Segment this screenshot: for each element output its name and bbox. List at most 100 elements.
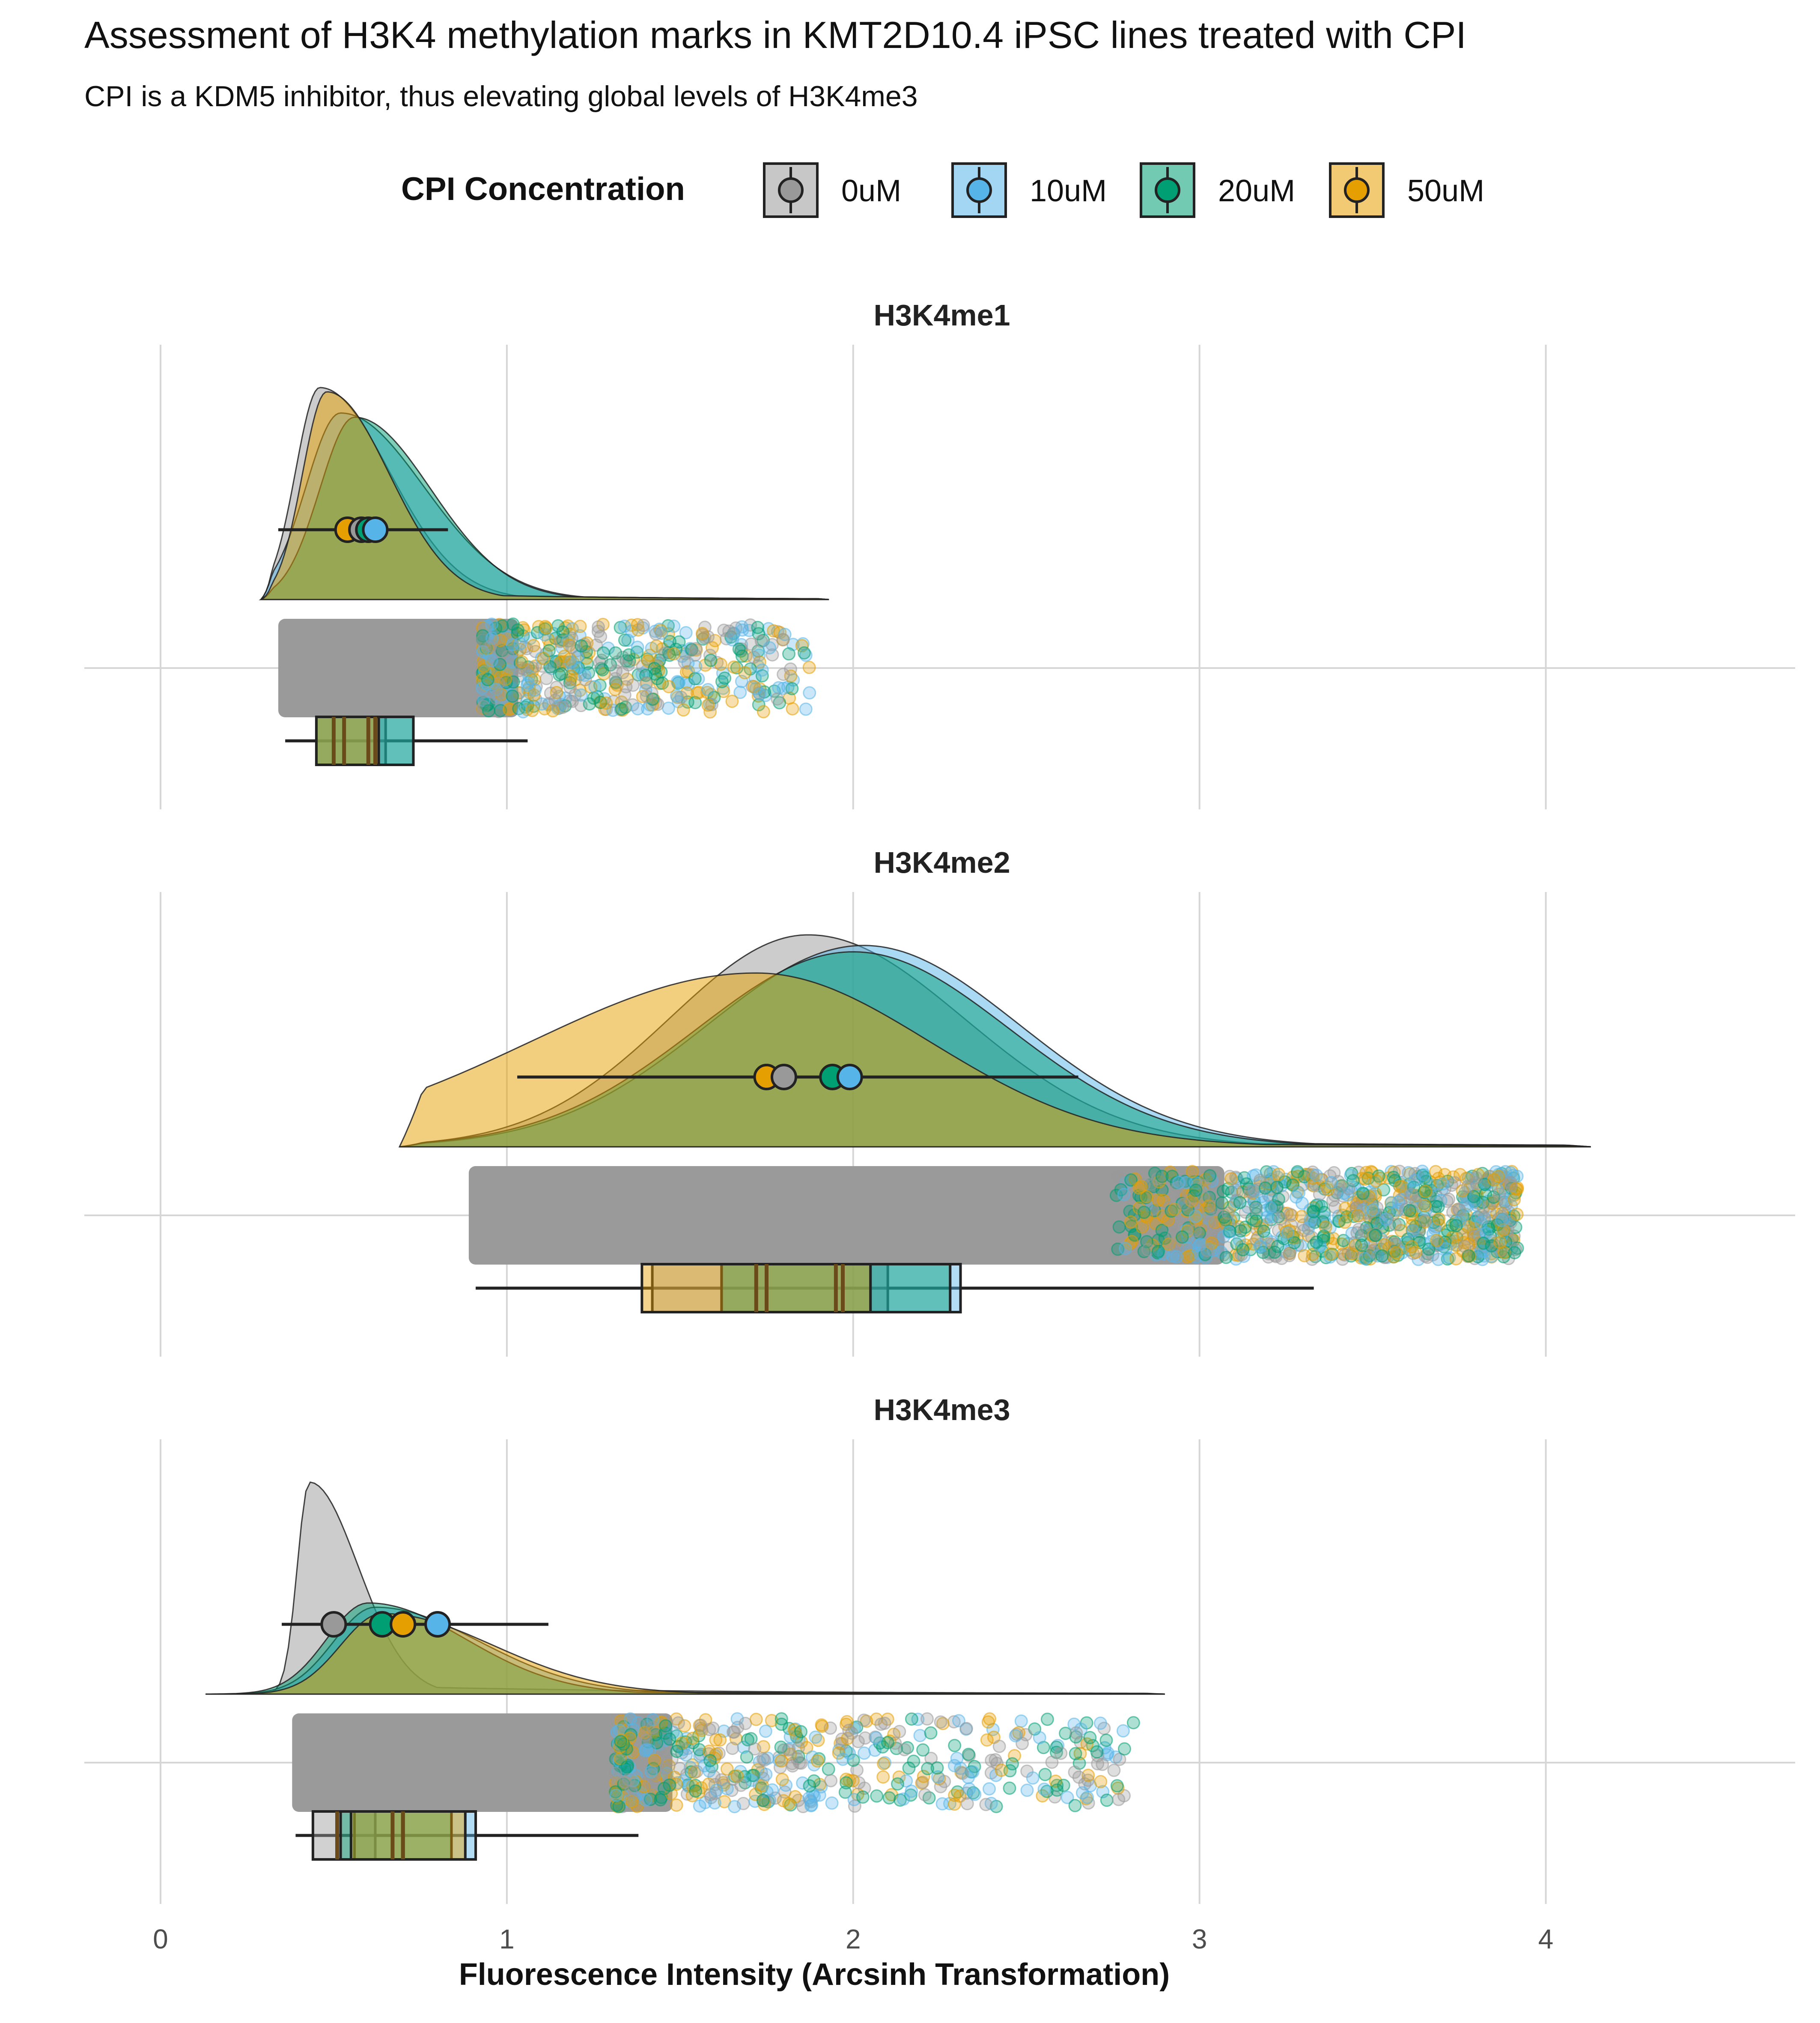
jitter-point <box>1140 1190 1153 1203</box>
jitter-point <box>612 1800 626 1813</box>
jitter-point <box>573 620 587 633</box>
jitter-point <box>1151 1193 1165 1207</box>
boxplot-layer <box>285 716 528 766</box>
jitter-point <box>874 1717 888 1731</box>
jitter-point <box>728 1800 742 1814</box>
jitter-point <box>1493 1235 1507 1249</box>
jitter-point <box>1379 1212 1393 1226</box>
jitter-point <box>1020 1784 1034 1797</box>
jitter-core-band <box>278 619 518 717</box>
jitter-point <box>1257 1224 1271 1238</box>
boxplot-10uM <box>353 1810 477 1861</box>
jitter-point <box>856 1790 870 1804</box>
jitter-point <box>1202 1216 1216 1230</box>
jitter-point <box>717 685 730 698</box>
jitter-point <box>609 664 623 678</box>
jitter-point <box>1268 1200 1282 1214</box>
jitter-point <box>689 659 703 673</box>
jitter-point <box>726 1742 739 1755</box>
jitter-point <box>1387 1170 1400 1184</box>
jitter-point <box>1263 1201 1277 1214</box>
facet-title: H3K4me3 <box>873 1393 1010 1426</box>
jitter-point <box>1144 1178 1158 1191</box>
jitter-point <box>1083 1731 1097 1744</box>
jitter-point <box>1495 1214 1508 1227</box>
jitter-point <box>1369 1174 1383 1188</box>
jitter-point <box>757 1752 770 1766</box>
jitter-point <box>1256 1245 1270 1259</box>
jitter-point <box>1155 1223 1169 1237</box>
jitter-point <box>636 690 649 703</box>
jitter-point <box>689 1784 703 1798</box>
jitter-point <box>502 703 516 716</box>
jitter-point <box>1224 1172 1238 1186</box>
jitter-point <box>1200 1244 1214 1257</box>
jitter-point <box>1439 1242 1453 1256</box>
jitter-point <box>654 1793 667 1807</box>
jitter-point <box>667 619 681 633</box>
jitter-point <box>1233 1196 1247 1209</box>
jitter-point <box>1059 1727 1072 1740</box>
jitter-point <box>1113 1752 1126 1766</box>
jitter-point <box>691 672 705 686</box>
jitter-point <box>810 1754 824 1768</box>
jitter-point <box>689 642 703 655</box>
jitter-point <box>788 1790 802 1803</box>
jitter-point <box>898 1743 911 1757</box>
jitter-point <box>809 1731 822 1744</box>
mean-point-10uM <box>836 1064 863 1090</box>
jitter-point <box>1272 1167 1285 1181</box>
jitter-point <box>1405 1240 1418 1253</box>
jitter-point <box>1221 1206 1235 1220</box>
jitter-point <box>623 1712 637 1726</box>
jitter-point <box>749 1713 763 1726</box>
facet-title: H3K4me1 <box>873 298 1010 332</box>
jitter-point <box>1458 1240 1471 1253</box>
x-axis-label: Fluorescence Intensity (Arcsinh Transfor… <box>459 1957 1170 1992</box>
jitter-point <box>596 646 610 660</box>
jitter-point <box>624 1784 638 1798</box>
jitter-point <box>918 1788 932 1802</box>
x-axis-tick-labels: 0 1 2 3 4 <box>153 1924 1553 1954</box>
jitter-point <box>511 627 524 640</box>
jitter-layer <box>278 617 816 719</box>
jitter-point <box>794 1725 808 1739</box>
jitter-point <box>907 1754 920 1768</box>
jitter-point <box>630 645 644 659</box>
jitter-point <box>667 647 681 661</box>
jitter-point <box>921 1762 935 1775</box>
jitter-point <box>934 1715 947 1729</box>
jitter-point <box>662 680 676 693</box>
jitter-point <box>520 678 534 692</box>
jitter-point <box>670 1798 683 1812</box>
jitter-point <box>995 1763 1008 1777</box>
jitter-point <box>1008 1749 1022 1763</box>
jitter-point <box>1436 1177 1450 1191</box>
jitter-point <box>1135 1180 1148 1194</box>
facet-title: H3K4me2 <box>873 846 1010 879</box>
jitter-point <box>638 1744 652 1757</box>
facet-panels: H3K4me1 H3K4me2 H3K4me3 <box>84 298 1795 1904</box>
jitter-point <box>790 1752 804 1766</box>
jitter-point <box>924 1726 938 1740</box>
jitter-point <box>1453 1203 1466 1217</box>
jitter-point <box>1355 1238 1368 1252</box>
jitter-point <box>1141 1243 1155 1256</box>
jitter-point <box>781 1743 795 1757</box>
jitter-point <box>703 1744 716 1758</box>
jitter-point <box>710 1783 724 1797</box>
mean-point-10uM <box>424 1611 451 1638</box>
jitter-point <box>1119 1241 1132 1255</box>
legend-label-20uM: 20uM <box>1218 174 1295 208</box>
legend: CPI Concentration 0uM 10uM 20uM 50uM <box>401 162 1484 218</box>
jitter-core-band <box>292 1713 673 1812</box>
legend-item-20uM: 20uM <box>1140 162 1295 218</box>
jitter-point <box>1356 1186 1370 1200</box>
jitter-point <box>1189 1224 1202 1238</box>
jitter-point <box>1189 1183 1203 1197</box>
jitter-point <box>527 688 541 702</box>
jitter-point <box>676 703 690 717</box>
jitter-point <box>722 624 736 638</box>
jitter-point <box>1292 1186 1306 1199</box>
jitter-point <box>905 1784 918 1798</box>
